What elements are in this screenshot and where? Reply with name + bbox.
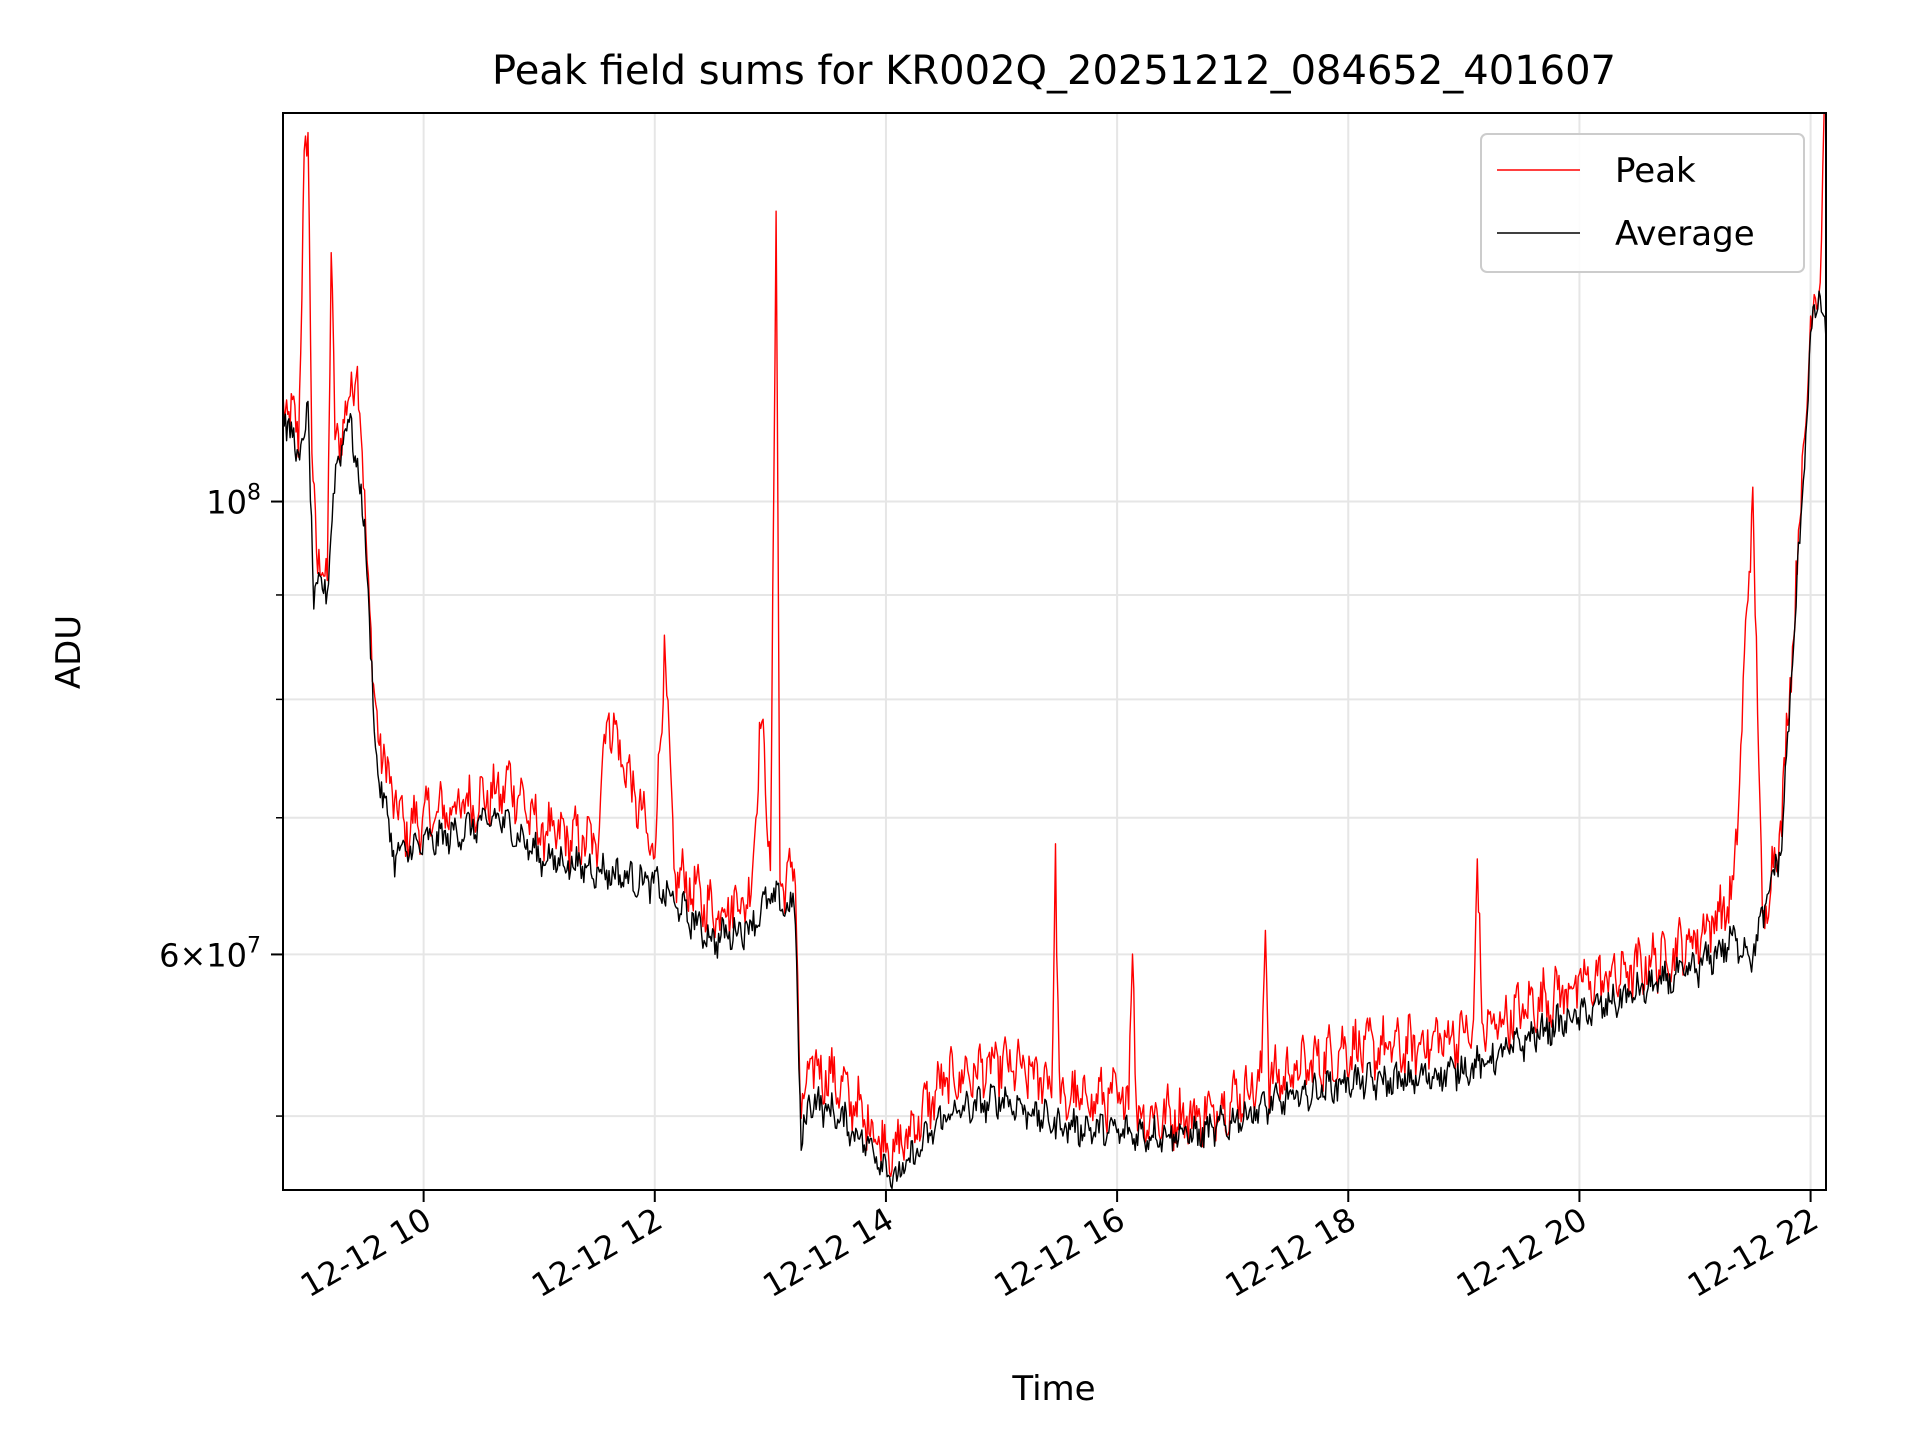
grid xyxy=(283,113,1826,1190)
legend: Peak Average xyxy=(1480,133,1805,273)
y-axis-ticks: 108 6×107 xyxy=(159,481,283,1117)
series-line-peak xyxy=(282,112,1825,1177)
series-line-average xyxy=(282,290,1827,1190)
series-layer xyxy=(282,112,1827,1190)
legend-label-average: Average xyxy=(1615,214,1755,254)
chart-title: Peak field sums for KR002Q_20251212_0846… xyxy=(492,48,1616,94)
y-tick-label: 6×107 xyxy=(159,933,261,974)
y-axis-label: ADU xyxy=(49,615,89,689)
y-tick-label: 108 xyxy=(206,481,261,522)
x-axis-label: Time xyxy=(1011,1369,1095,1409)
legend-box xyxy=(1480,133,1805,273)
plot-frame xyxy=(282,112,1827,1191)
legend-label-peak: Peak xyxy=(1615,151,1696,191)
